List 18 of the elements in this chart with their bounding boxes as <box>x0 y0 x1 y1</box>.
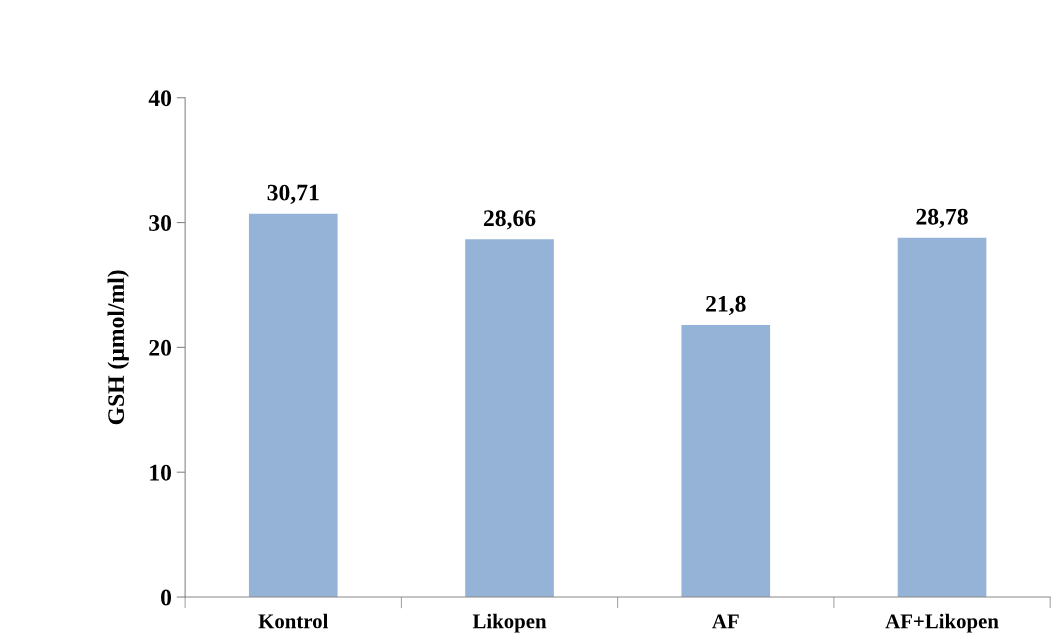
y-tick-label: 20 <box>149 339 172 356</box>
y-tick-label: 10 <box>150 464 172 481</box>
y-tick-label: 0 <box>161 589 172 606</box>
data-label: 28,78 <box>916 208 968 229</box>
y-axis-title: GSH (µmol/ml) <box>107 270 129 425</box>
bar <box>465 239 554 598</box>
bar <box>248 213 338 598</box>
bar <box>897 237 987 598</box>
bar <box>681 324 771 598</box>
x-tick-label: Likopen <box>472 613 547 633</box>
data-label: 28,66 <box>483 210 536 230</box>
data-label: 21,8 <box>706 295 746 316</box>
x-tick-label: AF+Likopen <box>885 613 999 633</box>
y-tick-label: 30 <box>149 215 172 231</box>
data-label: 30,71 <box>267 184 319 204</box>
y-tick-label: 40 <box>148 90 172 107</box>
x-tick-label: AF <box>712 614 739 629</box>
x-tick-label: Kontrol <box>258 613 329 629</box>
